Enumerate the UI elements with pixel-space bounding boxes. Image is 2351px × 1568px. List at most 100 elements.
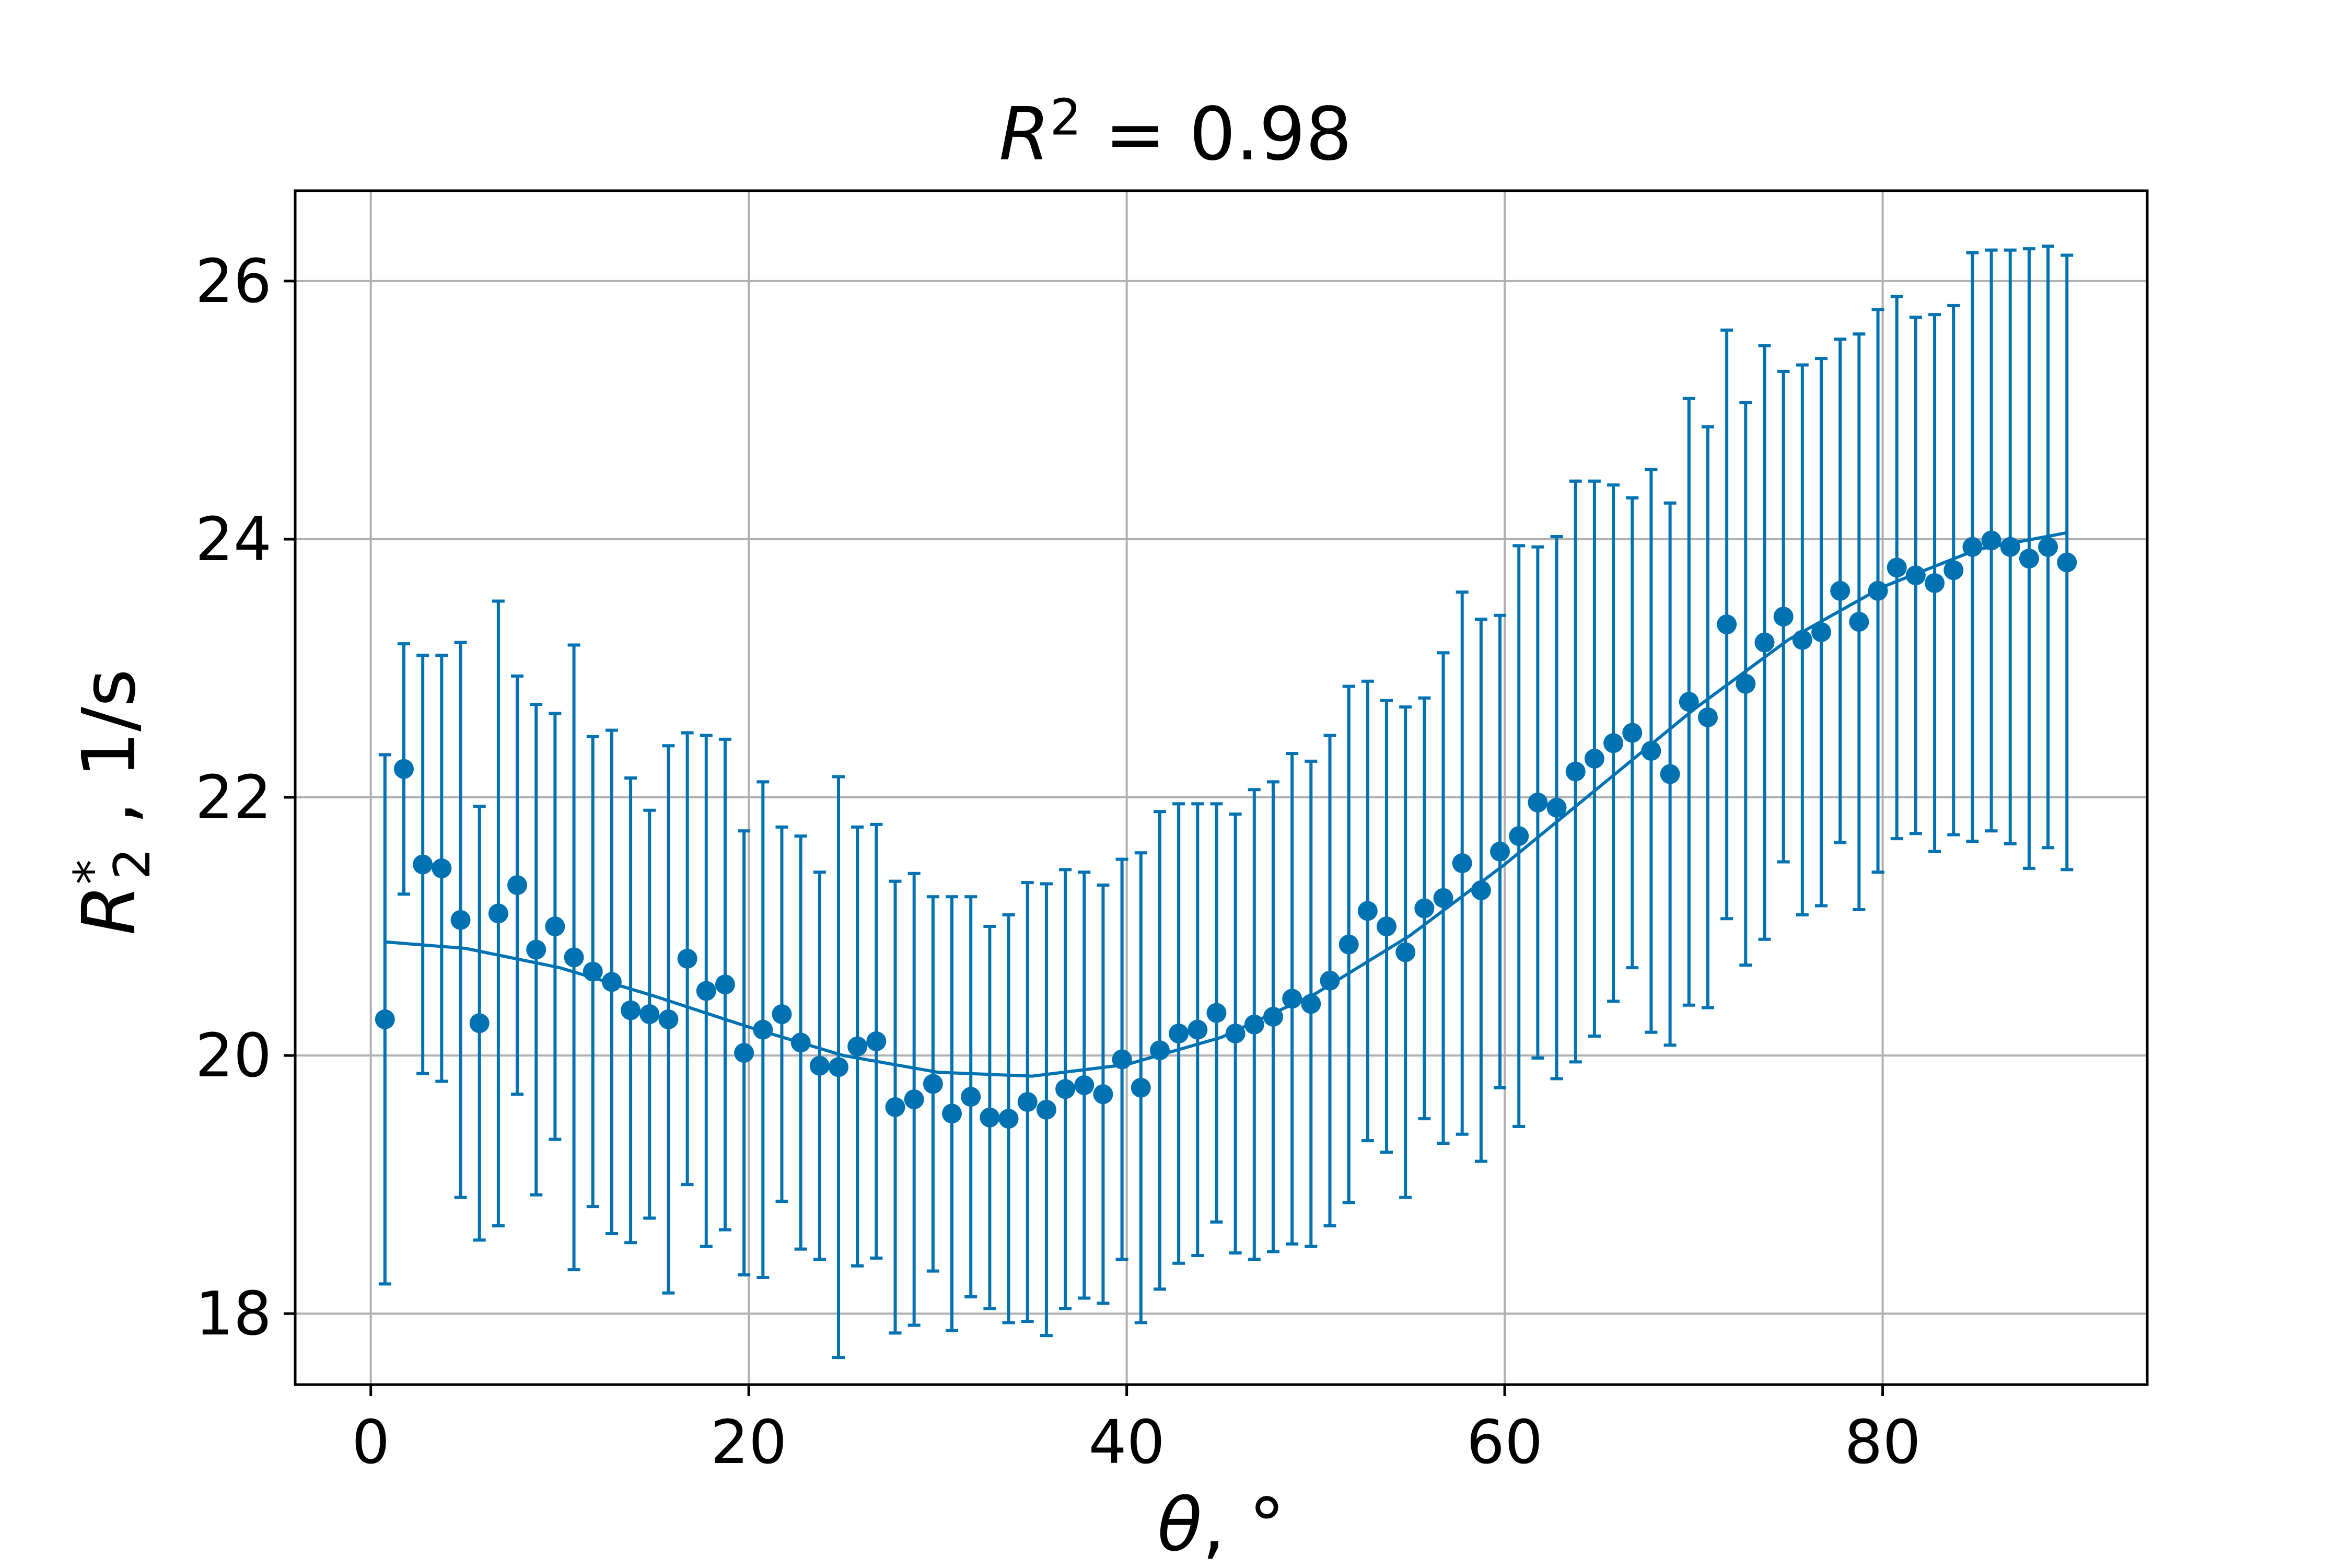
data-point (1962, 537, 1983, 557)
data-point (1736, 673, 1756, 694)
data-point (1452, 853, 1472, 874)
data-point (1943, 560, 1964, 580)
data-point (1055, 1079, 1076, 1099)
data-point (1320, 970, 1340, 991)
data-point (1188, 1019, 1208, 1040)
data-point (639, 1004, 660, 1025)
data-point (772, 1004, 792, 1025)
data-point (1830, 580, 1850, 601)
error-bars (378, 245, 2074, 1360)
data-points (375, 530, 2077, 1129)
data-point (734, 1043, 754, 1063)
data-point (1792, 630, 1812, 650)
y-tick-label: 26 (195, 247, 272, 317)
data-point (1811, 622, 1832, 642)
y-tick-label: 24 (195, 505, 272, 575)
data-point (1206, 1003, 1227, 1023)
data-point (1849, 612, 1869, 632)
data-point (1377, 916, 1397, 937)
data-point (621, 1000, 641, 1020)
data-point (847, 1036, 868, 1056)
data-point (1339, 934, 1359, 955)
data-point (450, 910, 471, 930)
data-point (696, 981, 716, 1001)
data-point (961, 1087, 981, 1107)
data-point (1471, 880, 1491, 900)
data-point (923, 1074, 943, 1094)
data-point (413, 854, 433, 875)
data-point (2019, 549, 2039, 569)
data-point (2038, 537, 2058, 557)
x-tick-label: 20 (711, 1408, 787, 1478)
fit-curve (385, 531, 2067, 1078)
data-point (1414, 898, 1435, 919)
x-axis-label: θ, ° (1157, 1483, 1285, 1568)
data-point (1754, 632, 1775, 653)
data-point (828, 1057, 848, 1077)
grid-lines (295, 191, 2147, 1385)
data-point (1357, 901, 1378, 921)
data-point (1169, 1024, 1189, 1044)
data-point (885, 1097, 905, 1117)
data-point (1546, 797, 1567, 818)
data-point (1433, 888, 1453, 908)
data-point (1225, 1024, 1246, 1044)
data-point (1509, 826, 1529, 846)
x-tick-label: 60 (1467, 1408, 1543, 1478)
data-point (526, 939, 546, 960)
data-point (1697, 707, 1718, 727)
data-point (1131, 1077, 1151, 1098)
data-point (1528, 792, 1548, 812)
data-point (1017, 1092, 1038, 1112)
data-point (1301, 994, 1321, 1014)
data-point (1074, 1075, 1095, 1095)
data-point (2000, 537, 2020, 557)
data-point (488, 903, 508, 924)
plot-frame (294, 189, 2149, 1386)
data-point (677, 948, 697, 969)
data-point (1641, 741, 1661, 761)
data-point (790, 1032, 811, 1053)
data-point (1263, 1006, 1283, 1027)
data-point (1773, 607, 1794, 627)
data-point (1565, 761, 1586, 782)
data-point (1679, 692, 1699, 712)
data-point (1244, 1014, 1264, 1035)
chart-title: R2 = 0.98 (999, 89, 1352, 177)
data-point (583, 961, 603, 982)
data-point (564, 947, 584, 968)
data-point (866, 1031, 887, 1051)
data-point (1282, 989, 1302, 1009)
data-point (1603, 733, 1624, 753)
data-point (1717, 614, 1737, 635)
data-point (753, 1019, 773, 1040)
data-point (715, 974, 735, 995)
data-point (658, 1009, 679, 1029)
data-point (904, 1089, 924, 1110)
data-point (1905, 565, 1926, 586)
data-point (1584, 748, 1604, 769)
data-point (1112, 1049, 1132, 1070)
data-point (507, 875, 528, 896)
data-point (2057, 552, 2077, 573)
data-point (375, 1009, 395, 1029)
data-point (1925, 573, 1945, 593)
data-point (1868, 580, 1888, 601)
data-point (1887, 557, 1907, 578)
data-point (1149, 1040, 1170, 1061)
data-point (1660, 764, 1680, 784)
axis-ticks: 0 20 40 60 80 18 20 22 24 26 (195, 247, 1921, 1478)
data-point (1981, 530, 2001, 551)
data-point (1093, 1084, 1113, 1105)
data-point (1036, 1099, 1056, 1120)
data-point (942, 1104, 962, 1124)
y-tick-label: 18 (195, 1279, 272, 1349)
x-tick-label: 40 (1088, 1408, 1165, 1478)
data-point (1395, 942, 1416, 962)
data-point (1622, 723, 1643, 743)
x-tick-label: 0 (352, 1408, 390, 1478)
data-point (980, 1107, 1000, 1128)
data-point (469, 1013, 490, 1033)
x-tick-label: 80 (1844, 1408, 1921, 1478)
